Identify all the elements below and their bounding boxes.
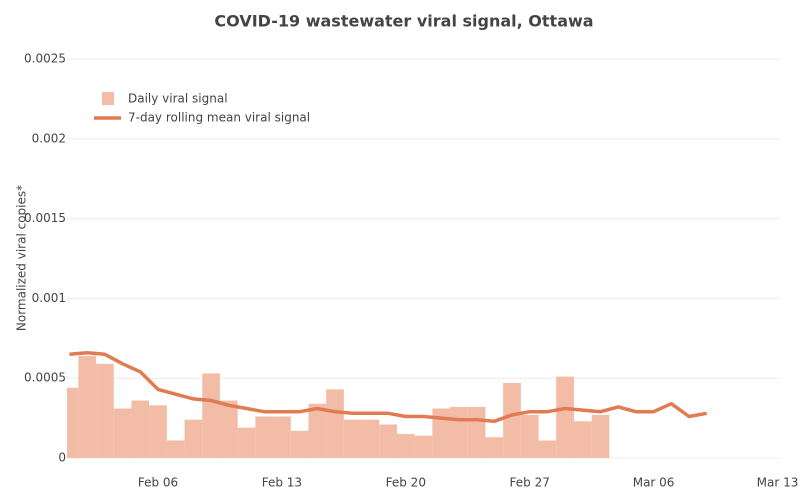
x-tick-label: Feb 06 [138, 476, 178, 490]
bar [326, 389, 344, 458]
x-tick-label: Mar 13 [757, 476, 799, 490]
grid: 0 0.0005 0.001 0.0015 0.002 0.0025 Feb 06 Feb 1… [24, 52, 798, 490]
legend-swatch [102, 92, 114, 105]
bar [67, 387, 79, 458]
legend-label: Daily viral signal [128, 92, 228, 106]
bar [538, 440, 557, 458]
x-tick-label: Mar 06 [633, 476, 675, 490]
bar [149, 405, 167, 458]
bar [166, 440, 185, 458]
y-tick-label: 0.002 [32, 131, 66, 145]
bar [361, 419, 380, 458]
y-tick-label: 0.001 [32, 291, 66, 305]
bar [591, 414, 610, 458]
plot-area [67, 350, 708, 458]
bar [379, 424, 397, 458]
bar [78, 355, 97, 458]
legend: Daily viral signal 7-day rolling mean vir… [94, 92, 310, 125]
bar [96, 363, 114, 458]
bar [520, 414, 539, 458]
legend-label: 7-day rolling mean viral signal [128, 111, 310, 125]
bar [290, 430, 309, 458]
bar [131, 400, 150, 458]
bar [396, 434, 415, 458]
y-tick-label: 0 [58, 451, 66, 465]
bar [414, 435, 433, 458]
y-tick-label: 0.0015 [24, 211, 66, 225]
bar [219, 400, 238, 458]
x-tick-label: Feb 20 [386, 476, 426, 490]
bar [255, 416, 274, 458]
bar [273, 416, 291, 458]
bar [573, 421, 592, 458]
y-axis-label: Normalized viral copies* [15, 185, 29, 331]
bar [450, 406, 468, 458]
x-tick-label: Feb 27 [510, 476, 550, 490]
chart-title: COVID-19 wastewater viral signal, Ottawa [214, 12, 593, 31]
bar [485, 437, 504, 458]
bar [184, 419, 203, 458]
bar [556, 376, 574, 458]
bar [343, 419, 362, 458]
y-tick-label: 0.0005 [24, 371, 66, 385]
x-tick-label: Feb 13 [262, 476, 302, 490]
bar [237, 427, 256, 458]
y-tick-label: 0.0025 [24, 52, 66, 66]
bar [503, 382, 521, 458]
bar [432, 408, 451, 458]
bar [308, 403, 327, 458]
bar [467, 406, 486, 458]
bar [202, 373, 220, 458]
line [69, 350, 708, 424]
bar [113, 408, 132, 458]
